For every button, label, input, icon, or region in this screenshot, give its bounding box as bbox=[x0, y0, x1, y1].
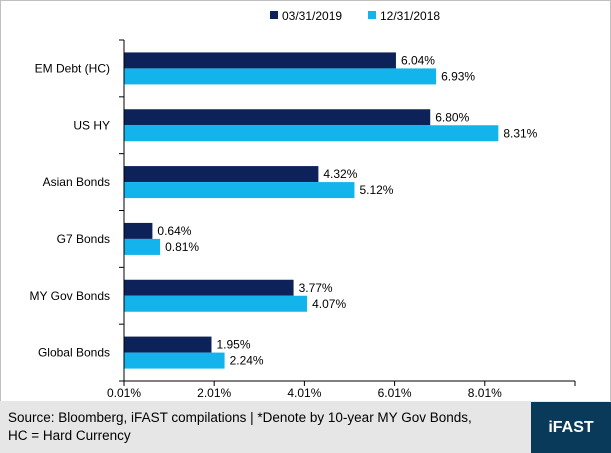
data-label-2-4: 0.81% bbox=[165, 240, 199, 254]
legend-swatch-1 bbox=[270, 11, 278, 19]
footer: Source: Bloomberg, iFAST compilations | … bbox=[0, 401, 611, 453]
bar-2-4 bbox=[124, 238, 161, 255]
bar-2-2 bbox=[124, 125, 499, 142]
data-label-2-3: 5.12% bbox=[359, 183, 393, 197]
x-tick-label-3: 4.01% bbox=[287, 386, 321, 400]
bar-2-6 bbox=[124, 352, 225, 369]
data-label-2-6: 2.24% bbox=[230, 354, 264, 368]
category-label-6: Global Bonds bbox=[38, 346, 110, 360]
bar-chart: 03/31/2019 12/31/2018 6.04% 6.93% EM Debt (H… bbox=[30, 9, 576, 400]
bar-1-6 bbox=[124, 336, 212, 353]
data-label-2-5: 4.07% bbox=[312, 297, 346, 311]
data-label-2-2: 8.31% bbox=[503, 126, 537, 140]
data-label-1-5: 3.77% bbox=[299, 281, 333, 295]
x-tick-label-1: 0.01% bbox=[107, 386, 141, 400]
bar-1-3 bbox=[124, 166, 319, 183]
x-tick-label-4: 6.01% bbox=[378, 386, 412, 400]
category-label-1: EM Debt (HC) bbox=[35, 61, 110, 75]
data-label-1-1: 6.04% bbox=[401, 53, 435, 67]
x-tick-label-5: 8.01% bbox=[468, 386, 502, 400]
legend-label-2: 12/31/2018 bbox=[380, 9, 440, 23]
bar-1-1 bbox=[124, 52, 396, 69]
legend-swatch-2 bbox=[368, 11, 376, 19]
data-label-1-3: 4.32% bbox=[323, 167, 357, 181]
bar-2-1 bbox=[124, 68, 437, 85]
source-note: Source: Bloomberg, iFAST compilations | … bbox=[8, 409, 528, 445]
bar-1-4 bbox=[124, 222, 153, 239]
source-note-line2: HC = Hard Currency bbox=[8, 428, 131, 443]
category-label-5: MY Gov Bonds bbox=[30, 289, 110, 303]
bar-2-3 bbox=[124, 182, 355, 199]
data-label-1-6: 1.95% bbox=[216, 338, 250, 352]
ifast-logo: iFAST bbox=[531, 402, 611, 453]
x-tick-label-2: 2.01% bbox=[197, 386, 231, 400]
category-label-3: Asian Bonds bbox=[43, 175, 110, 189]
category-label-2: US HY bbox=[73, 118, 110, 132]
category-label-4: G7 Bonds bbox=[57, 232, 110, 246]
legend-label-1: 03/31/2019 bbox=[282, 9, 342, 23]
data-label-1-4: 0.64% bbox=[157, 224, 191, 238]
data-label-1-2: 6.80% bbox=[435, 110, 469, 124]
bar-1-2 bbox=[124, 109, 431, 126]
data-label-2-1: 6.93% bbox=[441, 69, 475, 83]
source-note-line1: Source: Bloomberg, iFAST compilations | … bbox=[8, 410, 472, 425]
bar-1-5 bbox=[124, 279, 294, 296]
bar-2-5 bbox=[124, 295, 308, 312]
